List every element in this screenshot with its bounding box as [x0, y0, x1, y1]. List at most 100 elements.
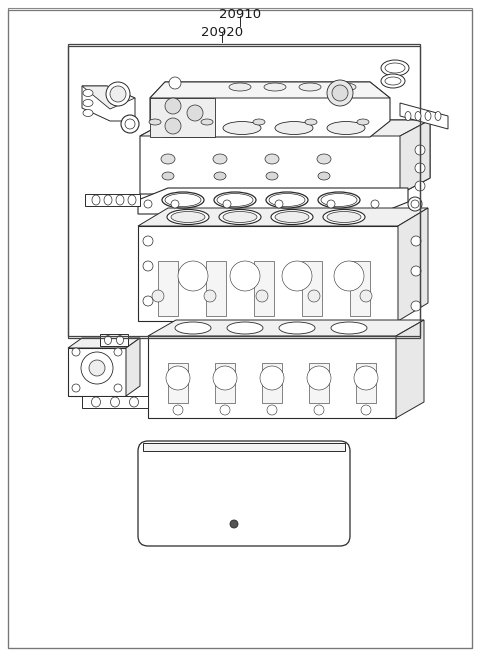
Circle shape: [81, 352, 113, 384]
Polygon shape: [150, 82, 390, 98]
Ellipse shape: [214, 172, 226, 180]
Ellipse shape: [318, 192, 360, 208]
Circle shape: [72, 384, 80, 392]
Ellipse shape: [92, 397, 100, 407]
Circle shape: [332, 85, 348, 101]
Ellipse shape: [217, 194, 253, 207]
Circle shape: [89, 360, 105, 376]
Ellipse shape: [299, 83, 321, 91]
Circle shape: [106, 82, 130, 106]
Ellipse shape: [227, 322, 263, 334]
Ellipse shape: [331, 322, 367, 334]
Ellipse shape: [317, 154, 331, 164]
Ellipse shape: [161, 154, 175, 164]
Ellipse shape: [381, 74, 405, 88]
Polygon shape: [138, 188, 408, 214]
Polygon shape: [138, 226, 398, 321]
Bar: [309, 363, 329, 403]
Ellipse shape: [171, 211, 205, 222]
Circle shape: [143, 236, 153, 246]
Text: 20910: 20910: [219, 8, 261, 21]
Ellipse shape: [128, 195, 136, 205]
Circle shape: [275, 200, 283, 208]
Ellipse shape: [385, 77, 401, 85]
Ellipse shape: [323, 209, 365, 224]
Ellipse shape: [265, 154, 279, 164]
Ellipse shape: [405, 112, 411, 121]
Ellipse shape: [425, 112, 431, 121]
Circle shape: [371, 200, 379, 208]
Circle shape: [308, 290, 320, 302]
Circle shape: [415, 181, 425, 191]
Circle shape: [260, 366, 284, 390]
Polygon shape: [150, 82, 390, 137]
Ellipse shape: [104, 195, 112, 205]
Polygon shape: [400, 103, 448, 129]
Circle shape: [152, 290, 164, 302]
Ellipse shape: [83, 89, 93, 96]
Bar: [215, 363, 235, 403]
Ellipse shape: [105, 335, 111, 344]
Ellipse shape: [381, 60, 409, 76]
Polygon shape: [82, 86, 135, 109]
Polygon shape: [140, 120, 430, 194]
Ellipse shape: [266, 192, 308, 208]
Circle shape: [213, 366, 237, 390]
Ellipse shape: [275, 121, 313, 134]
Polygon shape: [126, 338, 140, 396]
Ellipse shape: [253, 119, 265, 125]
Circle shape: [110, 86, 126, 102]
Polygon shape: [68, 338, 140, 348]
Bar: [68, 46, 420, 338]
Circle shape: [307, 366, 331, 390]
Circle shape: [165, 98, 181, 114]
Bar: [262, 363, 282, 403]
Polygon shape: [148, 336, 396, 418]
Circle shape: [267, 405, 277, 415]
Polygon shape: [150, 98, 215, 137]
Ellipse shape: [357, 119, 369, 125]
Circle shape: [415, 145, 425, 155]
Circle shape: [204, 290, 216, 302]
Polygon shape: [140, 120, 430, 136]
Ellipse shape: [321, 194, 357, 207]
Circle shape: [220, 405, 230, 415]
Circle shape: [169, 77, 181, 89]
Circle shape: [327, 80, 353, 106]
Ellipse shape: [165, 194, 201, 207]
Circle shape: [125, 119, 135, 129]
Bar: [206, 261, 226, 316]
Ellipse shape: [269, 194, 305, 207]
Polygon shape: [138, 208, 428, 226]
Circle shape: [143, 261, 153, 271]
Polygon shape: [396, 320, 424, 418]
Ellipse shape: [275, 211, 309, 222]
Polygon shape: [400, 120, 430, 194]
Ellipse shape: [130, 397, 139, 407]
Circle shape: [361, 405, 371, 415]
Circle shape: [114, 348, 122, 356]
Circle shape: [256, 290, 268, 302]
Circle shape: [334, 261, 364, 291]
Ellipse shape: [334, 83, 356, 91]
Ellipse shape: [110, 397, 120, 407]
Circle shape: [143, 296, 153, 306]
Ellipse shape: [213, 154, 227, 164]
Ellipse shape: [327, 121, 365, 134]
Circle shape: [411, 236, 421, 246]
Circle shape: [144, 200, 152, 208]
Polygon shape: [82, 396, 148, 408]
Bar: [168, 363, 188, 403]
Circle shape: [354, 366, 378, 390]
Ellipse shape: [223, 211, 257, 222]
Ellipse shape: [171, 121, 209, 134]
Circle shape: [360, 290, 372, 302]
Circle shape: [121, 115, 139, 133]
Polygon shape: [143, 443, 345, 451]
Circle shape: [282, 261, 312, 291]
Ellipse shape: [162, 192, 204, 208]
Ellipse shape: [279, 322, 315, 334]
Circle shape: [411, 301, 421, 311]
Circle shape: [408, 197, 422, 211]
Circle shape: [411, 266, 421, 276]
